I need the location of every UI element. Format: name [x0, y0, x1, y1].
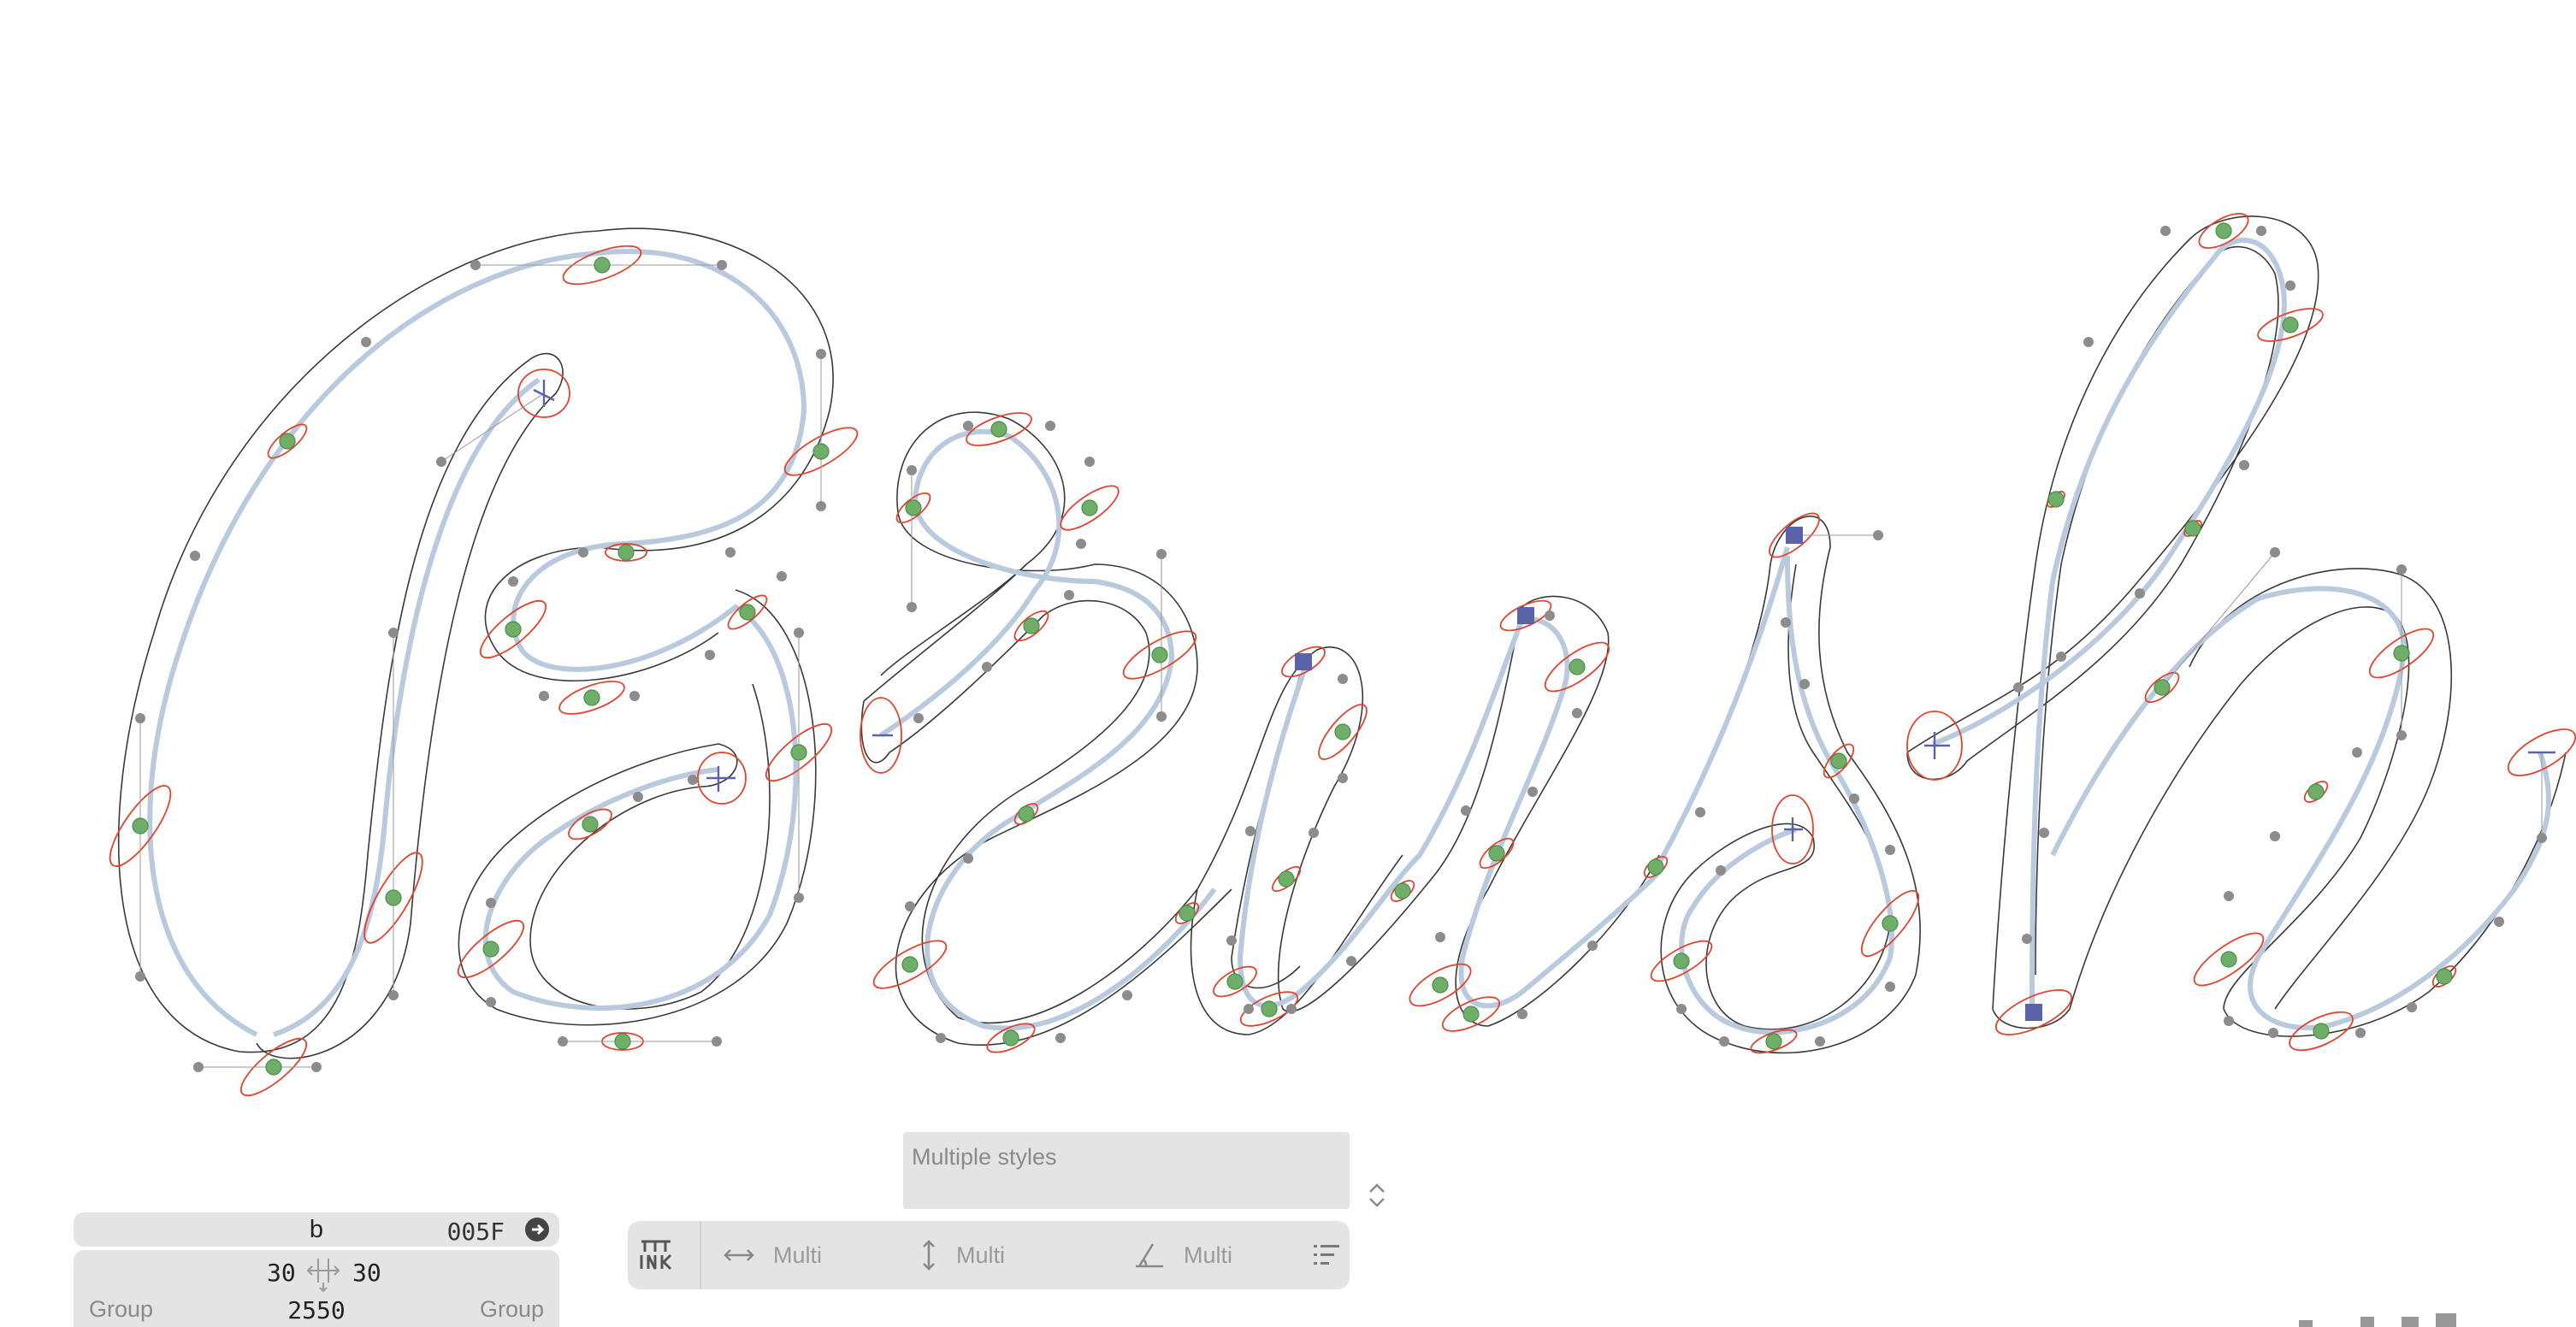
toolbar-divider	[700, 1221, 701, 1289]
brush-start-markers	[533, 380, 2555, 841]
left-sidebearing[interactable]: 30	[267, 1259, 296, 1287]
B-lower-bowl-outline	[458, 589, 817, 1026]
metrics-icon	[304, 1255, 342, 1297]
glyph-metrics-panel: 30 30 Group 2550 Group	[74, 1250, 559, 1327]
B-top-bowl-outline	[484, 227, 834, 681]
right-kerning-group[interactable]: Group	[479, 1296, 544, 1322]
h-centerline	[1931, 237, 2551, 1030]
glyph-name-bar: b 005F	[74, 1212, 559, 1247]
chevron-updown-icon	[1369, 1183, 1385, 1207]
brush-ink-icon[interactable]	[638, 1236, 674, 1272]
transform-toolbar: Multi Multi Multi	[628, 1221, 1350, 1289]
glyph-name[interactable]: b	[309, 1216, 324, 1243]
brush-ellipses	[109, 213, 2576, 1097]
go-arrow-icon[interactable]	[525, 1218, 549, 1241]
bottom-right-view-icons[interactable]	[2299, 1313, 2456, 1327]
horizontal-arrows-icon	[724, 1249, 754, 1261]
left-kerning-group[interactable]: Group	[89, 1296, 154, 1322]
s-centerline	[1657, 546, 1894, 1035]
style-select-value: Multiple styles	[912, 1144, 1057, 1170]
vertical-arrows-icon	[923, 1240, 935, 1271]
width-value: Multi	[773, 1241, 823, 1268]
u-centerline	[1237, 616, 1662, 1009]
B-stem-outline	[117, 230, 600, 1059]
bezier-handles[interactable]	[135, 226, 2547, 1072]
style-select[interactable]: Multiple styles	[903, 1132, 1350, 1209]
width-field[interactable]: Multi	[722, 1221, 822, 1289]
angle-value: Multi	[1184, 1241, 1233, 1268]
angle-icon	[1136, 1243, 1163, 1268]
glyph-unicode[interactable]: 005F	[446, 1218, 505, 1246]
height-field[interactable]: Multi	[919, 1221, 1005, 1289]
right-sidebearing[interactable]: 30	[352, 1259, 381, 1287]
glyph-width[interactable]: 2550	[287, 1296, 346, 1324]
list-options-icon[interactable]	[1312, 1241, 1341, 1273]
angle-field[interactable]: Multi	[1132, 1221, 1232, 1289]
height-value: Multi	[956, 1241, 1006, 1268]
h-outline	[1906, 215, 2567, 1037]
brush-lettering[interactable]	[117, 215, 2567, 1059]
on-curve-nodes[interactable]	[132, 222, 2453, 1076]
B-centerline	[147, 249, 807, 1037]
r-centerline	[879, 428, 1217, 1031]
selected-nodes[interactable]	[1295, 527, 2042, 1021]
